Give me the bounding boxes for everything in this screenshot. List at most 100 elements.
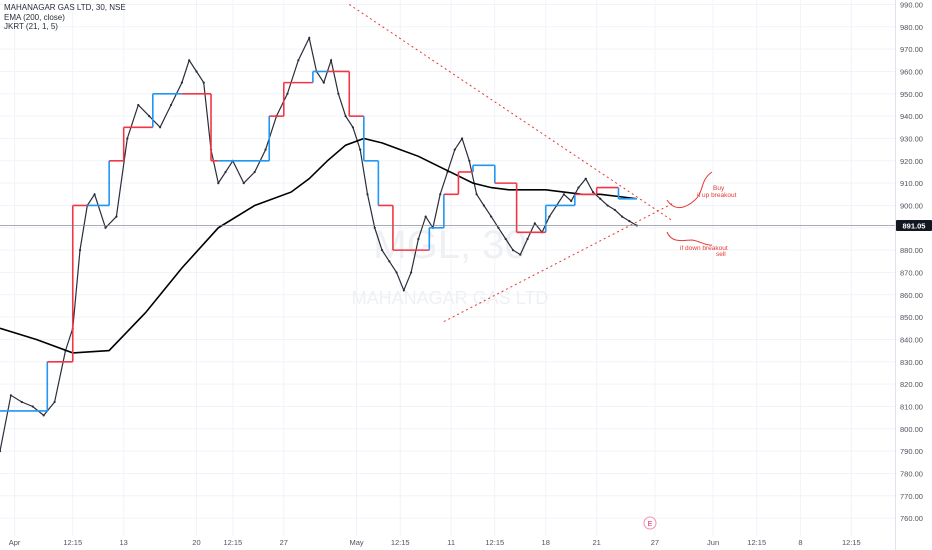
price-point <box>224 170 227 174</box>
annotation-layer[interactable]: if up breakout Buy if down breakout sell <box>666 171 737 258</box>
price-point <box>460 137 464 140</box>
price-point <box>570 199 573 203</box>
earnings-marker[interactable]: E <box>643 516 657 530</box>
price-point <box>366 193 369 196</box>
price-point <box>621 215 624 218</box>
price-axis-tick: 980.00 <box>900 23 923 32</box>
price-axis-tick: 850.00 <box>900 313 923 322</box>
time-axis-tick: Jun <box>707 538 719 547</box>
price-point <box>344 115 347 118</box>
legend-symbol[interactable]: MAHANAGAR GAS LTD, 30, NSE <box>4 3 126 12</box>
price-point <box>591 190 595 194</box>
watermark-ticker: MGL, 30 <box>373 223 526 267</box>
time-axis-tick: 12:15 <box>747 538 766 547</box>
price-point <box>424 215 427 218</box>
price-point <box>115 215 118 218</box>
time-axis-tick: 12:15 <box>391 538 410 547</box>
price-axis-tick: 780.00 <box>900 469 923 478</box>
price-axis-tick: 970.00 <box>900 45 923 54</box>
price-point <box>169 103 173 107</box>
price-axis[interactable]: 990.00 980.00 970.00 960.00 950.00 940.00 930.… <box>900 0 923 523</box>
time-axis-tick: 27 <box>280 538 288 547</box>
price-axis-tick: 800.00 <box>900 425 923 434</box>
price-axis-tick: 810.00 <box>900 402 923 411</box>
price-point <box>606 204 609 207</box>
ema-line[interactable] <box>0 137 637 354</box>
price-point <box>599 197 602 200</box>
legend-jkrt[interactable]: JKRT (21, 1, 5) <box>4 22 58 31</box>
price-point <box>628 220 631 223</box>
price-point <box>511 249 515 252</box>
price-point <box>548 215 551 218</box>
price-axis-tick: 990.00 <box>900 0 923 9</box>
price-point <box>373 226 376 229</box>
time-axis-tick: 12:15 <box>485 538 504 547</box>
price-axis-tick: 840.00 <box>900 335 923 344</box>
last-price-label: 891.05 <box>896 219 932 231</box>
price-point <box>202 81 205 84</box>
price-point <box>9 394 13 397</box>
price-point <box>359 148 362 151</box>
price-point <box>519 253 522 256</box>
price-point <box>417 237 420 241</box>
price-axis-tick: 830.00 <box>900 358 923 367</box>
price-axis-tick: 910.00 <box>900 179 923 188</box>
price-point <box>180 81 184 84</box>
down-breakout-note[interactable]: if down breakout <box>680 245 728 252</box>
price-axis-tick: 940.00 <box>900 112 923 121</box>
buy-note[interactable]: Buy <box>713 185 725 192</box>
time-axis-tick: May <box>349 538 363 547</box>
price-point <box>490 215 493 218</box>
time-axis-tick: Apr <box>9 538 21 547</box>
sell-arrow-sketch[interactable] <box>666 231 713 246</box>
time-axis[interactable]: Apr 12:15 13 20 12:15 27 May 12:15 11 12:15 18 21 27… <box>9 538 861 547</box>
price-point <box>137 103 140 107</box>
chart-legend[interactable]: MAHANAGAR GAS LTD, 30, NSE EMA (200, clo… <box>4 3 126 32</box>
price-point <box>42 414 45 417</box>
price-point <box>53 400 56 404</box>
watermark-name: MAHANAGAR GAS LTD <box>352 288 549 308</box>
time-axis-tick: 21 <box>592 538 600 547</box>
time-axis-tick: 12:15 <box>63 538 82 547</box>
price-axis-tick: 960.00 <box>900 67 923 76</box>
price-point <box>497 226 500 229</box>
price-point <box>104 226 107 229</box>
price-axis-tick: 870.00 <box>900 268 923 277</box>
price-point <box>380 249 384 252</box>
price-point <box>613 208 616 212</box>
price-axis-tick: 790.00 <box>900 447 923 456</box>
price-point <box>439 193 442 196</box>
price-point <box>253 170 256 174</box>
price-axis-tick: 930.00 <box>900 134 923 143</box>
legend-ema[interactable]: EMA (200, close) <box>4 12 65 22</box>
price-point <box>388 260 391 263</box>
price-point <box>395 271 398 274</box>
time-axis-tick: 20 <box>192 538 200 547</box>
price-point <box>482 204 485 207</box>
price-point <box>533 222 536 225</box>
price-point <box>297 59 300 62</box>
price-point <box>526 237 529 241</box>
up-breakout-note[interactable]: if up breakout <box>697 192 737 199</box>
price-point <box>584 177 587 180</box>
price-point <box>148 115 151 118</box>
price-point <box>126 137 129 140</box>
sell-note[interactable]: sell <box>716 251 726 258</box>
time-axis-tick: 11 <box>447 538 455 547</box>
price-point <box>286 92 289 95</box>
time-axis-tick: 27 <box>651 538 659 547</box>
buy-arrow-sketch[interactable] <box>666 171 713 208</box>
time-axis-tick: 13 <box>120 538 128 547</box>
series-layer <box>0 4 895 453</box>
price-line[interactable] <box>0 36 638 452</box>
price-point <box>329 59 333 62</box>
time-axis-tick: 8 <box>798 538 802 547</box>
price-point <box>410 271 413 274</box>
price-axis-tick: 920.00 <box>900 157 923 166</box>
price-point <box>242 182 245 185</box>
price-point <box>562 193 566 196</box>
price-point <box>453 148 456 151</box>
price-point <box>20 400 23 404</box>
price-point <box>322 81 325 84</box>
